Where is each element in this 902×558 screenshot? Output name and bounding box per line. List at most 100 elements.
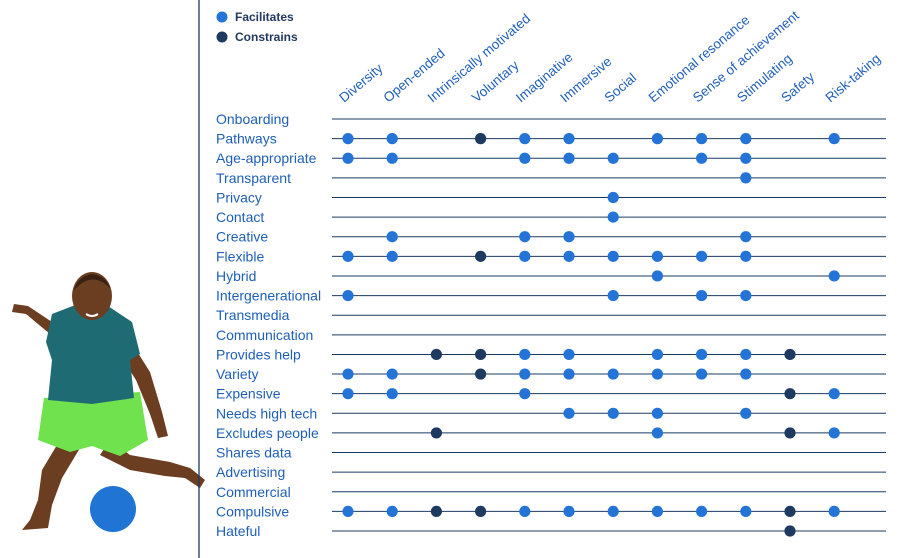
row-label-advertising: Advertising <box>216 464 285 480</box>
facilitates-dot-age-appropriate-imaginative <box>519 152 531 164</box>
column-label-diversity: Diversity <box>336 60 385 105</box>
constrains-dot-compulsive-safety <box>784 505 796 517</box>
facilitates-dot-variety-stimulating <box>740 368 752 380</box>
facilitates-dot-age-appropriate-diversity <box>342 152 354 164</box>
row-label-pathways: Pathways <box>216 131 277 147</box>
constrains-dot-compulsive-intrinsically-motivated <box>430 505 442 517</box>
constrains-dot-compulsive-voluntary <box>475 505 487 517</box>
facilitates-dot-hybrid-emotional-resonance <box>651 270 664 282</box>
constrains-dot-variety-voluntary <box>475 368 487 380</box>
row-label-transmedia: Transmedia <box>216 307 290 323</box>
facilitates-dot-needs-high-tech-social <box>607 407 619 419</box>
facilitates-dot-excludes-people-risk-taking <box>828 427 840 439</box>
column-label-risk-taking: Risk-taking <box>822 51 883 105</box>
facilitates-dot-compulsive-open-ended <box>386 505 398 517</box>
facilitates-dot-variety-immersive <box>563 368 575 380</box>
row-label-variety: Variety <box>216 366 259 382</box>
row-label-compulsive: Compulsive <box>216 503 289 519</box>
row-label-shares-data: Shares data <box>216 445 292 461</box>
facilitates-dot-flexible-immersive <box>563 250 575 262</box>
facilitates-dot-flexible-emotional-resonance <box>651 250 664 262</box>
row-label-transparent: Transparent <box>216 170 291 186</box>
row-label-needs-high-tech: Needs high tech <box>216 405 317 421</box>
facilitates-dot-pathways-immersive <box>563 133 575 145</box>
facilitates-dot-flexible-imaginative <box>519 250 531 262</box>
constrains-dot-flexible-voluntary <box>475 250 487 262</box>
row-label-contact: Contact <box>216 209 264 225</box>
facilitates-dot-variety-social <box>607 368 619 380</box>
row-label-onboarding: Onboarding <box>216 111 289 127</box>
facilitates-dot-age-appropriate-social <box>607 152 619 164</box>
facilitates-dot-compulsive-diversity <box>342 505 354 517</box>
facilitates-dot-excludes-people-emotional-resonance <box>651 427 664 439</box>
legend-item-constrains: Constrains <box>216 30 298 44</box>
facilitates-dot-pathways-risk-taking <box>828 133 840 145</box>
facilitates-dot-compulsive-stimulating <box>740 505 752 517</box>
facilitates-dot-variety-emotional-resonance <box>651 368 664 380</box>
constrains-dot-excludes-people-safety <box>784 427 796 439</box>
facilitates-dot-pathways-sense-of-achievement <box>696 133 708 145</box>
facilitates-dot-age-appropriate-open-ended <box>386 152 398 164</box>
facilitates-dot-needs-high-tech-immersive <box>563 407 575 419</box>
row-label-commercial: Commercial <box>216 484 291 500</box>
facilitates-dot-age-appropriate-immersive <box>563 152 575 164</box>
facilitates-dot-expensive-open-ended <box>386 388 398 400</box>
facilitates-dot-variety-diversity <box>342 368 354 380</box>
facilitates-dot-needs-high-tech-emotional-resonance <box>651 407 664 419</box>
legend-item-facilitates: Facilitates <box>216 10 294 24</box>
facilitates-dot-needs-high-tech-stimulating <box>740 407 752 419</box>
facilitates-dot-pathways-open-ended <box>386 133 398 145</box>
constrains-dot-hateful-safety <box>784 525 796 537</box>
legend-facilitates-dot <box>216 11 228 23</box>
facilitates-dot-variety-open-ended <box>386 368 398 380</box>
constrains-dot-expensive-safety <box>784 388 796 400</box>
facilitates-dot-pathways-stimulating <box>740 133 752 145</box>
ball <box>90 486 136 532</box>
facilitates-dot-pathways-diversity <box>342 133 354 145</box>
facilitates-dot-creative-immersive <box>563 231 575 243</box>
facilitates-dot-compulsive-sense-of-achievement <box>696 505 708 517</box>
facilitates-dot-creative-imaginative <box>519 231 531 243</box>
facilitates-dot-compulsive-emotional-resonance <box>651 505 664 517</box>
facilitates-dot-compulsive-imaginative <box>519 505 531 517</box>
row-label-flexible: Flexible <box>216 248 264 264</box>
row-label-expensive: Expensive <box>216 386 281 402</box>
constrains-dot-pathways-voluntary <box>475 133 487 145</box>
row-label-intergenerational: Intergenerational <box>216 288 321 304</box>
facilitates-dot-pathways-imaginative <box>519 133 531 145</box>
facilitates-dot-hybrid-risk-taking <box>828 270 840 282</box>
facilitates-dot-variety-imaginative <box>519 368 531 380</box>
facilitates-dot-transparent-stimulating <box>740 172 752 184</box>
constrains-dot-provides-help-safety <box>784 348 796 361</box>
column-label-safety: Safety <box>778 69 817 105</box>
legend-constrains-dot <box>216 31 228 43</box>
facilitates-dot-flexible-diversity <box>342 250 354 262</box>
legend-constrains-label: Constrains <box>235 30 298 44</box>
constrains-dot-provides-help-voluntary <box>475 348 487 361</box>
facilitates-dot-flexible-open-ended <box>386 250 398 262</box>
facilitates-dot-flexible-social <box>607 250 619 262</box>
facilitates-dot-age-appropriate-stimulating <box>740 152 752 164</box>
constrains-dot-excludes-people-intrinsically-motivated <box>430 427 442 439</box>
facilitates-dot-intergenerational-social <box>607 289 619 302</box>
facilitates-dot-creative-open-ended <box>386 231 398 243</box>
facilitates-dot-privacy-social <box>607 191 619 204</box>
facilitates-dot-provides-help-imaginative <box>519 348 531 361</box>
child-kicking-ball-illustration <box>12 272 205 532</box>
row-label-communication: Communication <box>216 327 313 343</box>
facilitates-dot-intergenerational-sense-of-achievement <box>696 289 708 302</box>
facilitates-dot-pathways-emotional-resonance <box>651 133 664 145</box>
legend-facilitates-label: Facilitates <box>235 10 294 24</box>
facilitates-dot-provides-help-immersive <box>563 348 575 361</box>
facilitates-dot-creative-stimulating <box>740 231 752 243</box>
facilitates-dot-intergenerational-stimulating <box>740 289 752 302</box>
facilitates-dot-variety-sense-of-achievement <box>696 368 708 380</box>
facilitates-dot-intergenerational-diversity <box>342 289 354 302</box>
facilitates-dot-age-appropriate-sense-of-achievement <box>696 152 708 164</box>
legend: Facilitates Constrains <box>216 10 298 44</box>
row-labels: Onboarding Pathways Age-appropriate Transpa… <box>216 111 321 539</box>
facilitates-dot-compulsive-social <box>607 505 619 517</box>
facilitates-dot-flexible-sense-of-achievement <box>696 250 708 262</box>
